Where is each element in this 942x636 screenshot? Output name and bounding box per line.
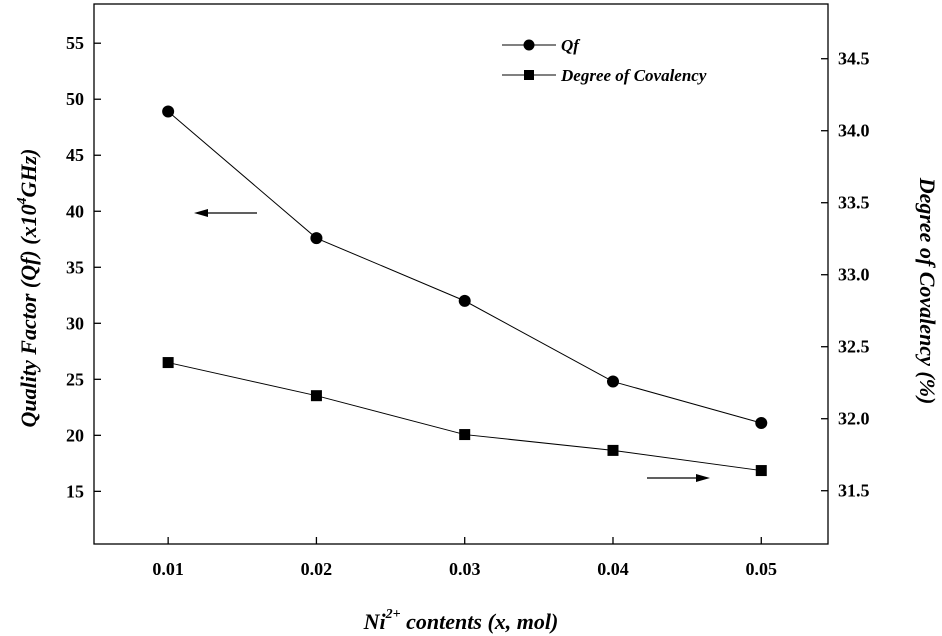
data-point-square: [755, 465, 767, 477]
right-tick-label: 33.5: [838, 193, 870, 213]
right-tick-label: 31.5: [838, 481, 870, 501]
left-tick-label: 50: [66, 89, 84, 109]
right-tick-label: 33.0: [838, 265, 870, 285]
left-tick-label: 30: [66, 313, 84, 333]
x-tick-label: 0.03: [449, 559, 481, 579]
right-tick-label: 32.0: [838, 409, 870, 429]
x-tick-label: 0.01: [152, 559, 184, 579]
series-line-0: [167, 111, 762, 424]
data-point-circle: [606, 375, 619, 388]
left-axis-title-sup: 4: [15, 197, 30, 205]
left-tick-label: 40: [66, 201, 84, 221]
left-tick-label: 35: [66, 257, 84, 277]
x-tick-label: 0.04: [597, 559, 629, 579]
x-axis-title: Ni2+ contents (x, mol): [363, 607, 559, 634]
right-tick-label: 34.5: [838, 49, 870, 69]
arrow-left-head: [194, 209, 208, 217]
left-tick-label: 55: [66, 33, 84, 53]
data-point-square: [162, 357, 174, 369]
series-line-1: [168, 362, 762, 472]
legend-label-qf: Qf: [561, 36, 581, 55]
arrow-right-head: [696, 474, 710, 482]
right-axis-ticks: 31.5 32.0 32.5 33.0 33.5 34.0 34.5: [821, 49, 870, 501]
left-axis-ticks: 15 20 25 30 35 40 45 50 55: [66, 33, 101, 501]
left-tick-label: 25: [66, 369, 84, 389]
legend: Qf Degree of Covalency: [502, 36, 707, 85]
data-point-circle: [458, 294, 471, 307]
left-axis-title: Quality Factor (Qf) (x104GHz): [15, 149, 41, 428]
x-tick-label: 0.02: [301, 559, 333, 579]
right-tick-label: 32.5: [838, 337, 870, 357]
x-tick-label: 0.05: [746, 559, 778, 579]
data-point-circle: [310, 232, 323, 245]
right-tick-label: 34.0: [838, 121, 870, 141]
legend-marker-qf: [523, 39, 535, 51]
data-point-square: [310, 390, 322, 402]
x-axis-title-rest: contents (x, mol): [401, 609, 559, 634]
left-axis-title-b: GHz): [16, 149, 41, 198]
x-axis-ticks: 0.01 0.02 0.03 0.04 0.05: [152, 537, 777, 579]
left-tick-label: 20: [66, 425, 84, 445]
left-tick-label: 15: [66, 481, 84, 501]
right-axis-title: Degree of Covalency (%): [915, 177, 940, 405]
left-axis-title-a: Quality Factor (Qf) (x10: [16, 204, 41, 427]
legend-label-covalency: Degree of Covalency: [560, 66, 707, 85]
legend-marker-covalency: [524, 70, 534, 80]
series-layer: [162, 105, 768, 477]
data-point-circle: [162, 105, 175, 118]
left-tick-label: 45: [66, 145, 84, 165]
plot-frame: [93, 3, 829, 545]
data-point-square: [459, 429, 471, 441]
x-axis-title-sup: 2+: [385, 607, 401, 622]
x-axis-title-main: Ni: [363, 609, 387, 634]
annotations: [194, 209, 710, 482]
data-point-circle: [755, 417, 768, 430]
data-point-square: [607, 444, 619, 456]
